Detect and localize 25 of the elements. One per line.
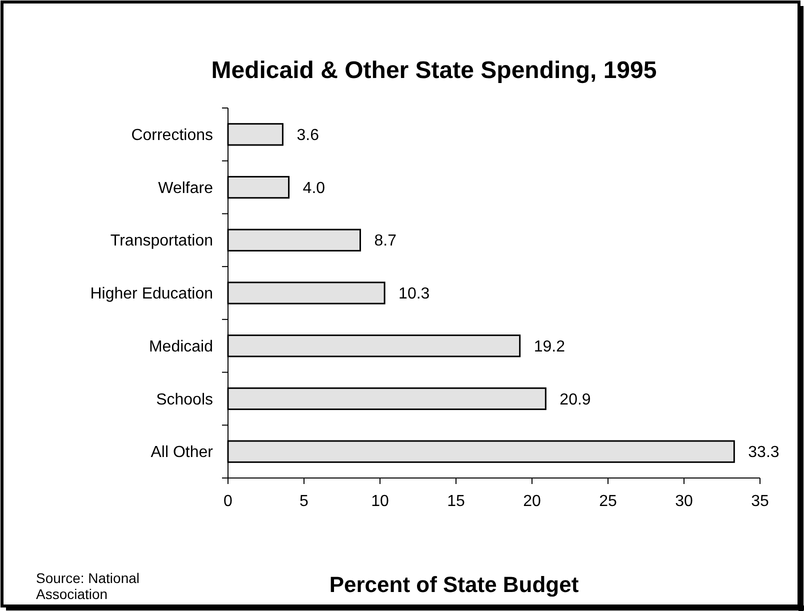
source-note: Source: National Association <box>36 570 140 602</box>
data-label: 4.0 <box>302 180 326 197</box>
x-tick-label: 15 <box>447 493 465 510</box>
y-tick-label: Corrections <box>131 127 213 144</box>
x-tick-label: 20 <box>523 493 541 510</box>
data-label: 33.3 <box>748 444 780 462</box>
x-tick-label: 0 <box>224 493 233 510</box>
y-tick-label: Schools <box>156 391 213 408</box>
y-tick-label: All Other <box>150 444 214 462</box>
y-tick-label: Medicaid <box>148 338 213 356</box>
data-label: 10.3 <box>398 286 430 303</box>
x-axis-title: Percent of State Budget <box>329 572 580 597</box>
x-tick-label: 5 <box>300 493 309 510</box>
x-tick-label: 10 <box>371 493 389 510</box>
data-label: 8.7 <box>374 232 397 250</box>
y-tick-label: Welfare <box>158 180 214 197</box>
x-tick-label: 30 <box>675 493 693 510</box>
x-tick-label: 35 <box>751 493 769 510</box>
data-label: 20.9 <box>560 391 591 408</box>
data-label: 19.2 <box>534 338 566 356</box>
y-tick-label: Transportation <box>110 232 213 250</box>
y-tick-label: Higher Education <box>90 286 213 303</box>
x-tick-label: 25 <box>599 493 617 510</box>
chart-title: Medicaid & Other State Spending, 1995 <box>211 57 657 84</box>
data-label: 3.6 <box>296 127 320 144</box>
